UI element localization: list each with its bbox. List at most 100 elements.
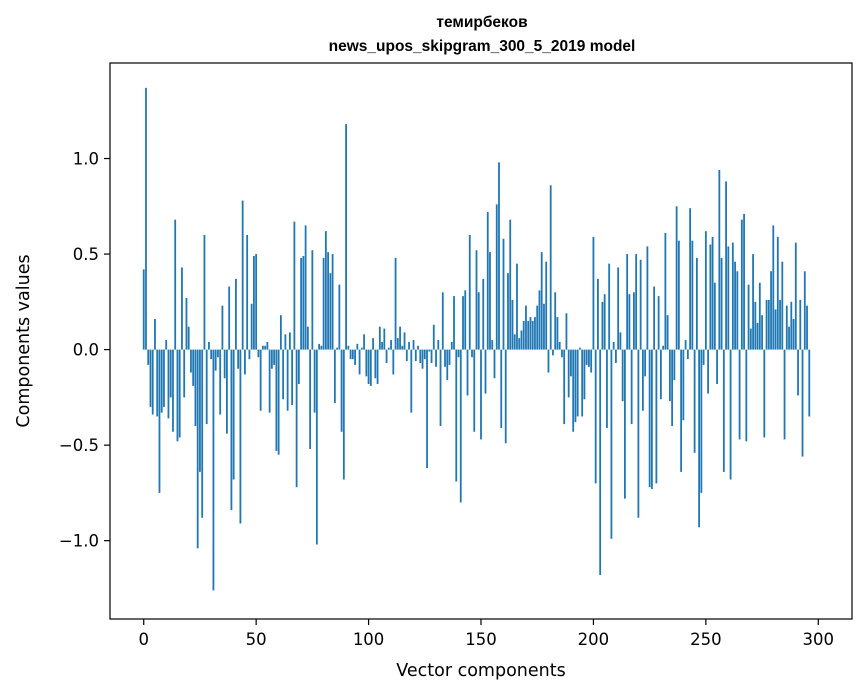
bar-28	[205, 349, 208, 425]
x-tick-label: 300	[803, 630, 835, 649]
bar-86	[336, 347, 338, 350]
bar-6	[156, 349, 159, 417]
bar-193	[576, 349, 579, 417]
bar-176	[538, 290, 541, 350]
bar-89	[342, 349, 345, 480]
bar-172	[529, 317, 532, 350]
bar-81	[324, 231, 327, 350]
bar-291	[797, 349, 799, 396]
bar-191	[572, 349, 575, 432]
bar-116	[403, 332, 406, 350]
bar-207	[608, 263, 611, 350]
bar-245	[693, 349, 696, 453]
bar-195	[581, 349, 584, 417]
bar-101	[369, 349, 372, 386]
bar-289	[792, 319, 795, 350]
bar-157	[495, 204, 498, 350]
bar-32	[214, 349, 217, 371]
bar-141	[459, 349, 462, 503]
bar-177	[540, 252, 543, 350]
x-tick-label: 0	[138, 630, 149, 649]
bar-127	[428, 349, 431, 352]
bar-54	[264, 345, 267, 350]
bar-237	[675, 206, 678, 350]
bar-215	[626, 254, 629, 350]
bar-37	[226, 349, 228, 434]
bar-290	[794, 242, 797, 350]
bar-275	[761, 315, 763, 350]
bar-148	[475, 250, 478, 350]
bar-190	[570, 349, 572, 377]
bar-178	[543, 303, 545, 350]
bar-135	[446, 349, 449, 381]
bar-80	[322, 257, 325, 350]
bar-151	[482, 278, 485, 350]
bar-45	[244, 349, 246, 375]
bar-179	[545, 261, 548, 350]
bar-75	[311, 250, 314, 350]
bar-270	[749, 328, 752, 350]
bar-246	[695, 257, 698, 350]
bar-241	[684, 340, 687, 350]
bar-27	[203, 234, 206, 350]
bar-293	[801, 349, 804, 457]
bar-121	[414, 349, 417, 362]
bar-165	[513, 334, 516, 350]
bar-213	[621, 349, 624, 402]
bar-82	[327, 252, 329, 350]
bar-13	[172, 349, 174, 432]
bar-49	[253, 255, 255, 350]
bar-79	[320, 345, 323, 350]
bar-188	[565, 313, 568, 350]
bar-15	[176, 349, 179, 442]
bar-55	[266, 341, 269, 350]
bar-183	[554, 292, 557, 350]
bar-58	[273, 349, 276, 365]
bar-110	[390, 340, 392, 350]
bar-63	[284, 334, 287, 350]
bar-69	[297, 349, 300, 384]
bar-244	[691, 240, 694, 350]
bar-256	[718, 170, 721, 350]
bar-173	[531, 320, 534, 350]
bar-122	[417, 345, 419, 350]
bar-175	[536, 305, 539, 350]
bar-67	[293, 221, 296, 350]
bar-232	[664, 233, 667, 350]
bar-258	[722, 349, 725, 472]
bar-146	[471, 349, 473, 358]
bar-199	[590, 349, 593, 373]
bar-189	[567, 349, 570, 398]
bar-48	[250, 303, 253, 350]
bar-211	[617, 267, 620, 350]
bar-53	[262, 345, 264, 350]
bar-174	[534, 317, 536, 350]
bar-170	[525, 305, 527, 350]
bar-41	[235, 278, 237, 350]
bar-78	[318, 343, 321, 350]
bar-24	[196, 349, 199, 549]
bar-36	[223, 349, 226, 379]
bar-102	[372, 338, 374, 350]
bar-87	[338, 284, 341, 350]
bar-210	[615, 349, 617, 363]
bar-66	[291, 349, 294, 406]
bar-104	[376, 349, 379, 384]
bar-278	[767, 299, 770, 350]
bar-240	[682, 349, 685, 421]
bar-225	[648, 349, 651, 488]
bar-19	[185, 298, 188, 350]
chart-title-line2: news_upos_skipgram_300_5_2019 model	[329, 38, 636, 55]
bar-107	[383, 328, 386, 350]
bar-74	[309, 349, 312, 449]
bar-125	[423, 349, 426, 360]
bar-147	[473, 349, 476, 432]
bar-77	[315, 349, 318, 545]
bar-93	[351, 349, 354, 360]
bar-38	[228, 286, 231, 350]
bar-263	[734, 261, 736, 350]
bar-184	[556, 317, 559, 350]
bar-8	[160, 349, 163, 413]
bar-280	[772, 225, 775, 350]
bar-22	[192, 349, 195, 386]
